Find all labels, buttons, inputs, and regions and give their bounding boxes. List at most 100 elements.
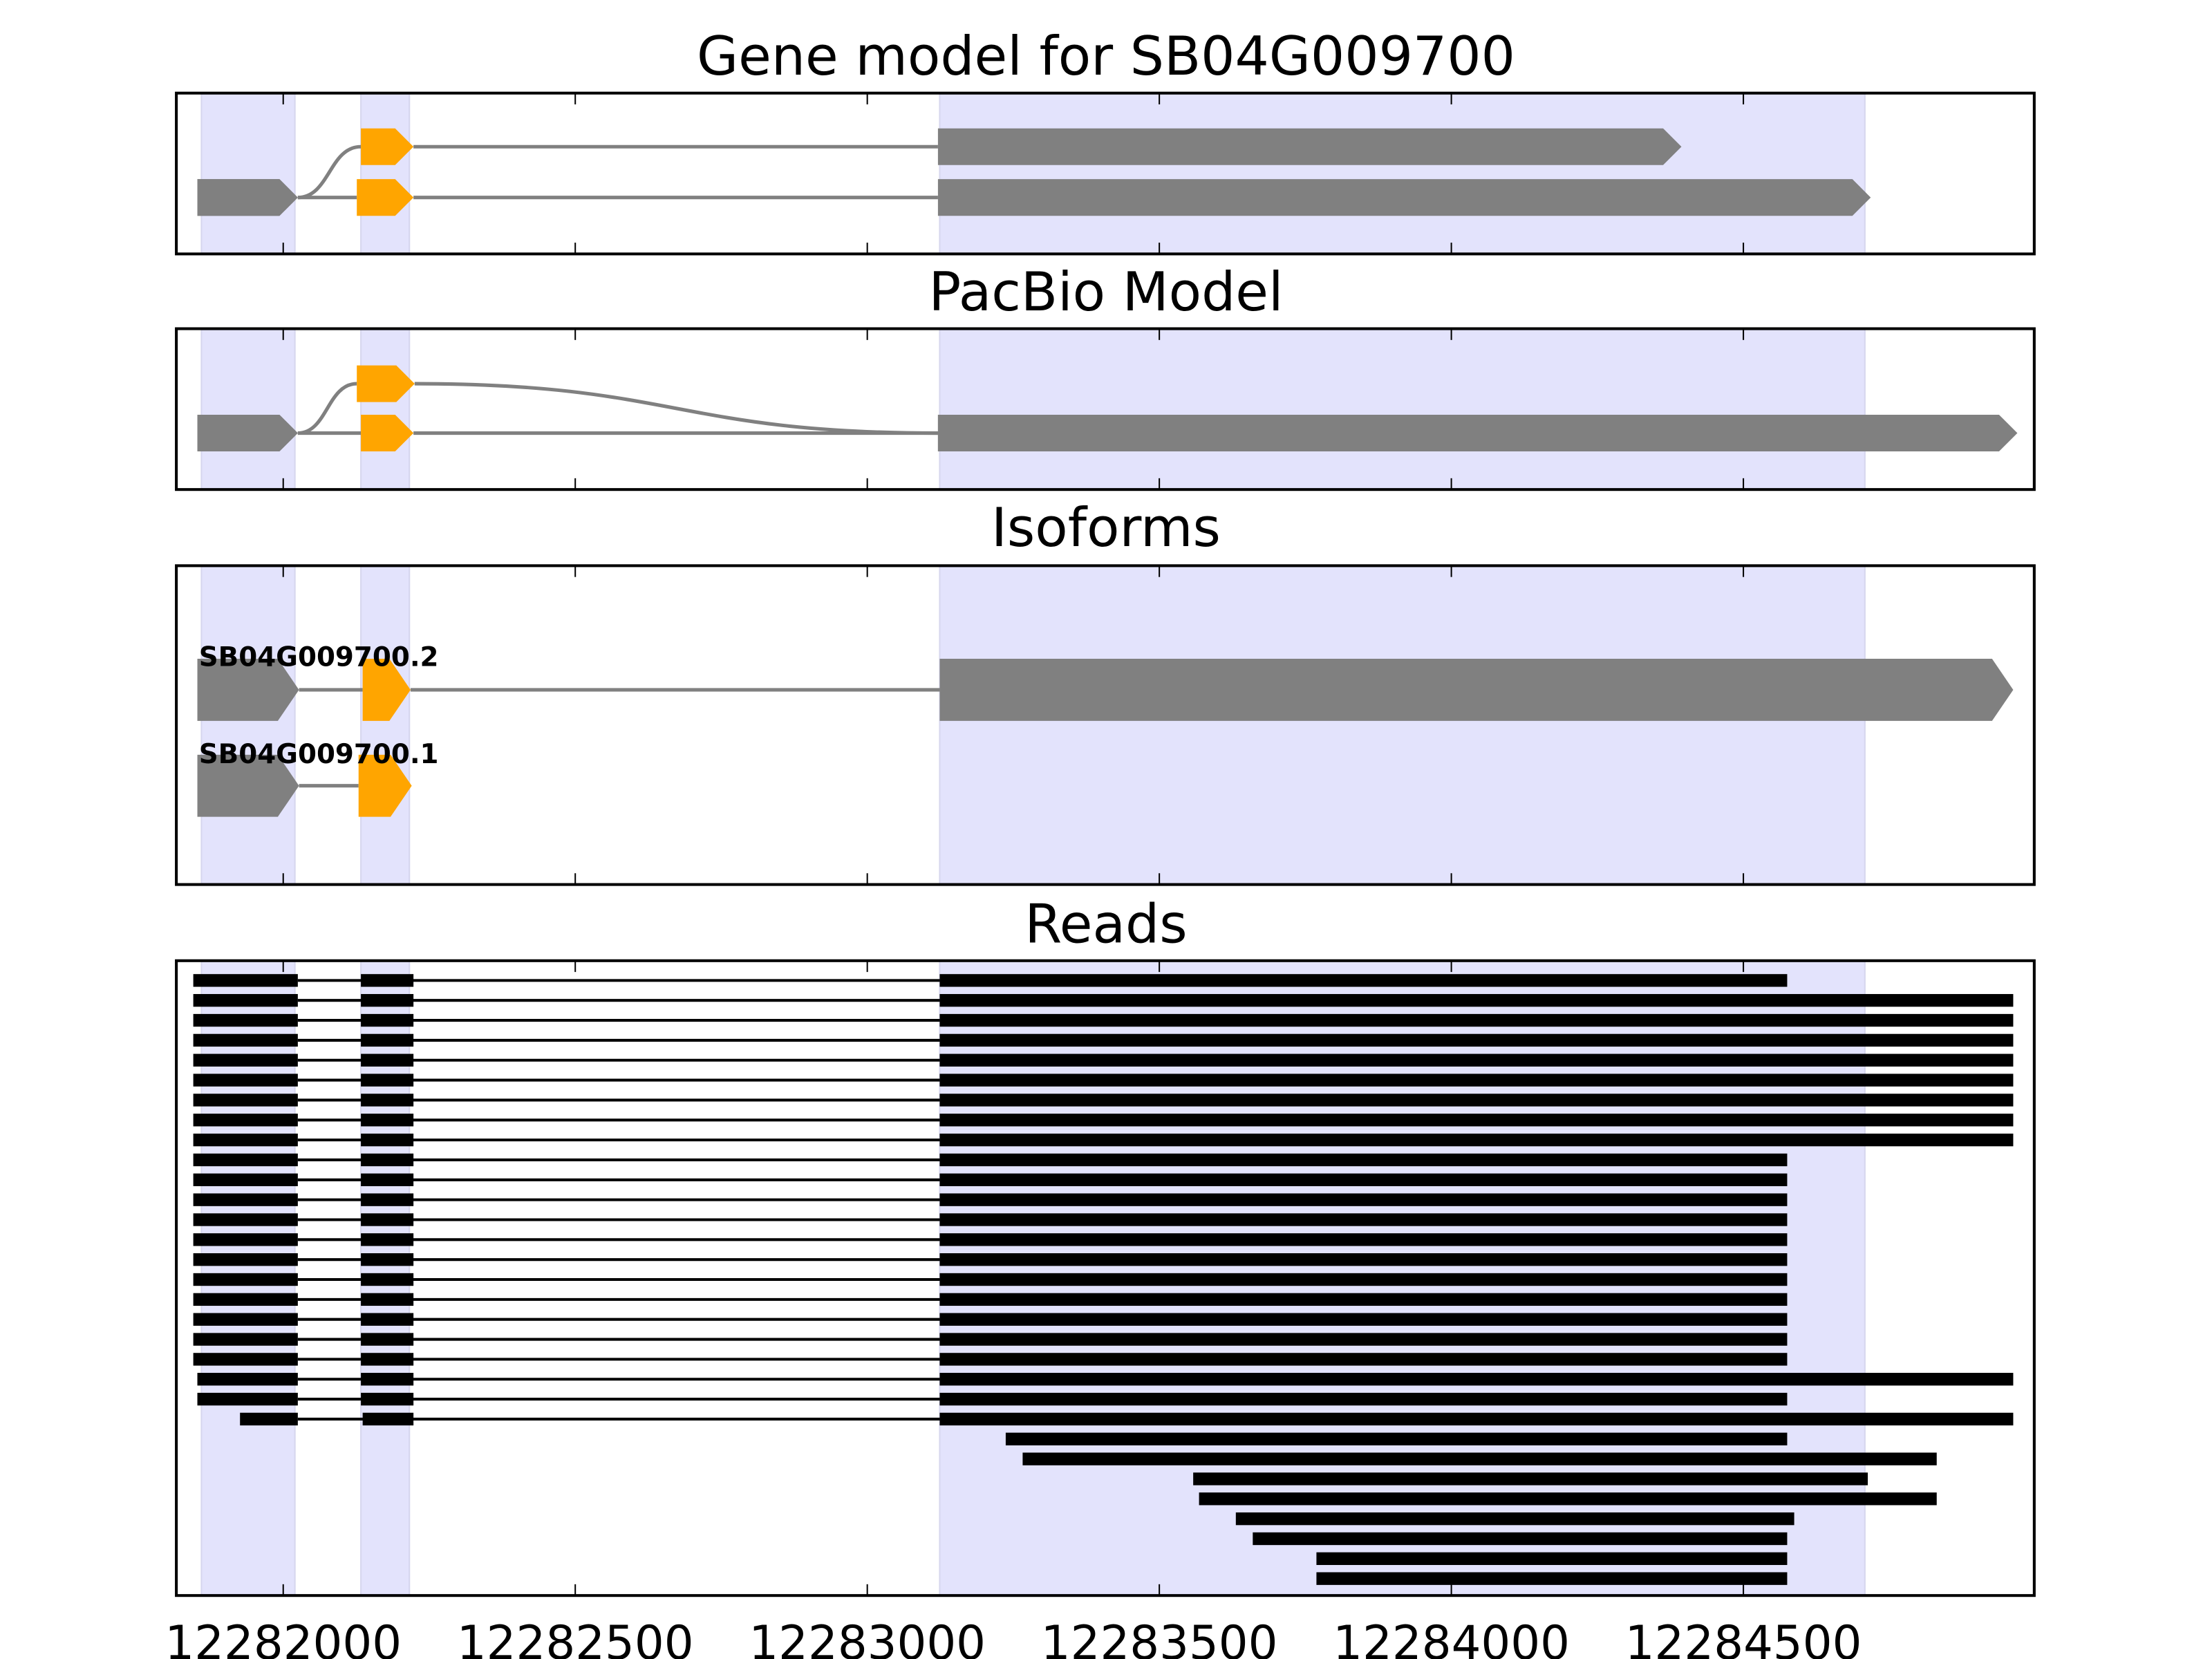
x-tick-label: 12282000 [165,1615,402,1659]
panel-frame [175,564,2036,886]
read-block [193,1193,298,1206]
cds-block [357,179,414,216]
read-block [361,1392,414,1406]
shaded-region [200,328,296,491]
read-block [361,1013,414,1027]
read-block [1022,1452,1937,1465]
exon-block [197,754,299,817]
panel-title-pacbio: PacBio Model [928,261,1283,324]
read-block [939,1333,1788,1346]
read-block [939,1074,2014,1087]
shaded-region [360,92,411,255]
cds-block [358,754,412,817]
read-block [939,1392,1788,1406]
chart-text: Gene model for SB04G009700 PacBio Model … [165,26,1862,1659]
isoform-label: SB04G009700.1 [199,739,439,770]
read-block [939,1173,1788,1186]
read-block [361,1253,414,1266]
exon-block [937,128,1682,165]
intron-line [414,382,938,435]
read-block [197,1373,298,1386]
read-block [193,1333,298,1346]
cds-block [357,365,415,402]
read-block [361,1153,414,1167]
read-block [939,1313,1788,1326]
panel-title-gene-model: Gene model for SB04G009700 [697,26,1515,88]
read-block [193,1173,298,1186]
read-block [361,974,414,987]
read-block [939,1094,2014,1107]
read-block [193,974,298,987]
intron-line [297,382,357,435]
read-block [361,1373,414,1386]
read-block [939,1253,1788,1266]
shaded-region [360,565,411,885]
read-block [1316,1552,1788,1566]
read-block [939,974,1788,987]
cds-block [362,659,411,721]
read-block [193,1313,298,1326]
read-block [361,1074,414,1087]
shaded-region [939,328,1866,491]
read-block [193,1293,298,1306]
read-block [193,1053,298,1067]
read-block [361,1333,414,1346]
read-block [361,1233,414,1246]
read-block [939,994,2014,1007]
chart-marks [193,128,2018,1585]
x-tick-label: 12284000 [1333,1615,1570,1659]
read-block [361,1173,414,1186]
panel-frames [175,91,2036,1597]
shaded-region [200,565,296,885]
read-block [939,1114,2014,1127]
read-block [193,1213,298,1226]
x-tick-label: 12283000 [749,1615,986,1659]
read-block [193,1233,298,1246]
exon-block [197,179,298,216]
panel-frame [175,959,2036,1597]
exon-block [939,659,2014,721]
read-block [1193,1472,1868,1485]
read-block [939,1193,1788,1206]
read-block [1253,1532,1788,1546]
read-block [1199,1492,1937,1506]
read-block [193,1094,298,1107]
read-block [193,1133,298,1147]
exon-block [937,415,2018,452]
x-tick-label: 12284500 [1625,1615,1862,1659]
exon-block [937,179,1871,216]
read-block [193,1013,298,1027]
shaded-region [200,92,296,255]
cds-block [361,128,414,165]
read-block [361,994,414,1007]
read-block [362,1412,414,1426]
read-block [361,1133,414,1147]
read-block [1316,1572,1788,1585]
read-block [361,1053,414,1067]
read-block [939,1133,2014,1147]
read-block [939,1233,1788,1246]
read-block [193,1153,298,1167]
panel-frame [175,91,2036,256]
x-tick-label: 12283500 [1041,1615,1278,1659]
read-block [361,1273,414,1286]
read-block [939,1412,2014,1426]
read-block [361,1114,414,1127]
read-block [193,1033,298,1047]
read-block [193,1114,298,1127]
read-block [193,1074,298,1087]
read-block [361,1313,414,1326]
read-block [1005,1432,1788,1445]
read-block [939,1013,2014,1027]
panel-title-isoforms: Isoforms [991,497,1221,559]
read-block [361,1353,414,1366]
x-tick-label: 12282500 [457,1615,694,1659]
read-block [361,1213,414,1226]
read-block [240,1412,298,1426]
read-block [939,1373,2014,1386]
read-block [939,1273,1788,1286]
isoform-label: SB04G009700.2 [199,641,439,673]
panel-frame [175,327,2036,491]
intron-line [297,144,362,200]
